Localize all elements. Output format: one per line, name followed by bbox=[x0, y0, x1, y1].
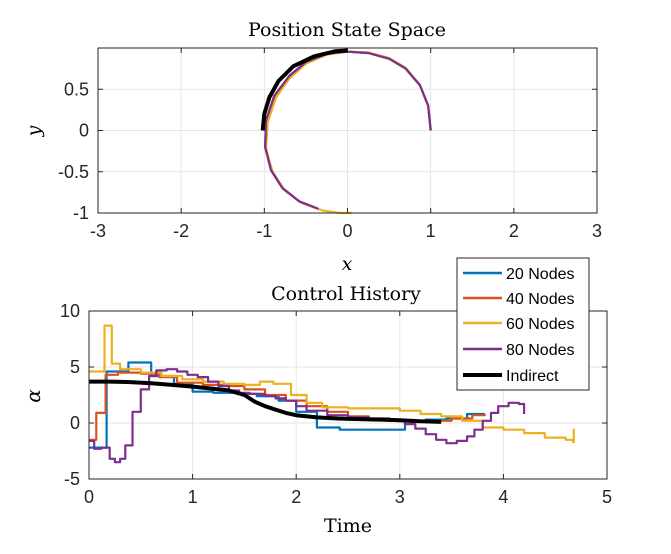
control-x-tick-label: 4 bbox=[498, 487, 508, 507]
legend-label-20-nodes: 20 Nodes bbox=[506, 266, 575, 283]
control-x-tick-label: 2 bbox=[291, 487, 301, 507]
control-y-tick-label: 10 bbox=[60, 301, 80, 321]
position-plot-title: Position State Space bbox=[248, 19, 446, 41]
position-y-tick-label: 0 bbox=[79, 121, 89, 141]
position-state-space-plot: -3 -2 -1 0 1 2 3 -1 -0.5 0 0.5 Position State Spac… bbox=[23, 19, 602, 275]
legend-label-40-nodes: 40 Nodes bbox=[506, 291, 575, 308]
control-series bbox=[89, 324, 575, 464]
position-y-tick-label: -1 bbox=[73, 203, 89, 223]
control-x-tick-label: 5 bbox=[602, 487, 612, 507]
position-x-tick-label: -1 bbox=[256, 221, 272, 241]
control-axes-box bbox=[88, 310, 608, 480]
position-ticks: -3 -2 -1 0 1 2 3 -1 -0.5 0 0.5 bbox=[58, 48, 602, 241]
control-legend: 20 Nodes 40 Nodes 60 Nodes 80 Nodes Indi… bbox=[456, 257, 590, 391]
position-x-tick-label: 2 bbox=[509, 221, 519, 241]
legend-entry-60-nodes: 60 Nodes bbox=[463, 316, 575, 333]
legend-entry-indirect: Indirect bbox=[463, 368, 559, 385]
position-x-tick-label: 3 bbox=[592, 221, 602, 241]
legend-entry-80-nodes: 80 Nodes bbox=[463, 342, 575, 359]
legend-label-60-nodes: 60 Nodes bbox=[506, 316, 575, 333]
control-y-tick-label: 5 bbox=[70, 357, 80, 377]
control-x-axis-label: Time bbox=[324, 515, 372, 537]
control-series-indirect bbox=[89, 379, 442, 424]
position-x-axis-label: x bbox=[342, 253, 353, 275]
position-y-tick-label: 0.5 bbox=[64, 79, 89, 99]
position-y-axis-label: y bbox=[23, 125, 45, 137]
control-x-tick-label: 0 bbox=[84, 487, 94, 507]
control-series-s60 bbox=[89, 324, 575, 444]
position-x-tick-label: 0 bbox=[342, 221, 352, 241]
control-y-tick-label: 0 bbox=[70, 413, 80, 433]
position-x-tick-label: -2 bbox=[173, 221, 189, 241]
control-x-tick-label: 1 bbox=[188, 487, 198, 507]
legend-label-80-nodes: 80 Nodes bbox=[506, 342, 575, 359]
legend-label-indirect: Indirect bbox=[506, 368, 559, 385]
control-y-tick-label: -5 bbox=[64, 469, 80, 489]
control-y-axis-label: α bbox=[21, 389, 45, 403]
position-series bbox=[260, 48, 432, 215]
control-x-tick-label: 3 bbox=[395, 487, 405, 507]
legend-entry-20-nodes: 20 Nodes bbox=[463, 266, 575, 283]
control-plot-title: Control History bbox=[271, 283, 421, 305]
legend-entry-40-nodes: 40 Nodes bbox=[463, 291, 575, 308]
position-grid bbox=[97, 48, 598, 214]
control-series-s80 bbox=[89, 368, 526, 464]
position-x-tick-label: -3 bbox=[90, 221, 106, 241]
position-x-tick-label: 1 bbox=[426, 221, 436, 241]
position-y-tick-label: -0.5 bbox=[58, 162, 89, 182]
position-series-indirect bbox=[260, 48, 348, 131]
